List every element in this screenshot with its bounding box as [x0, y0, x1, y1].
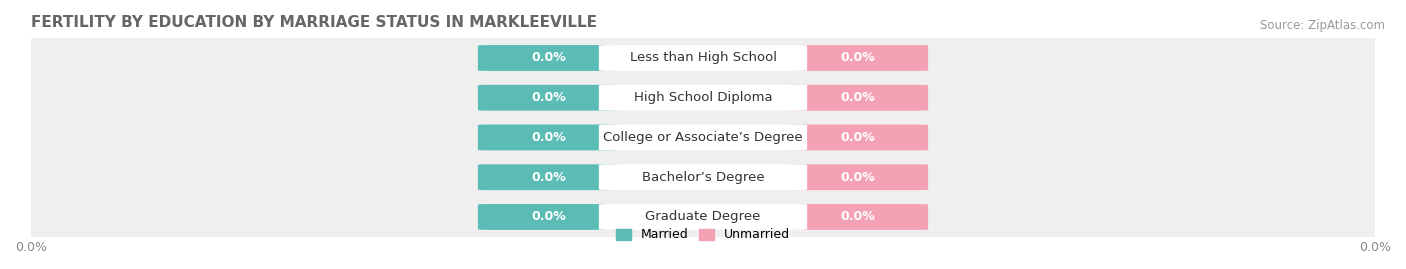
- Text: Graduate Degree: Graduate Degree: [645, 210, 761, 224]
- Text: Less than High School: Less than High School: [630, 51, 776, 65]
- FancyBboxPatch shape: [599, 204, 807, 230]
- Text: 0.0%: 0.0%: [841, 91, 875, 104]
- Text: FERTILITY BY EDUCATION BY MARRIAGE STATUS IN MARKLEEVILLE: FERTILITY BY EDUCATION BY MARRIAGE STATU…: [31, 15, 598, 30]
- FancyBboxPatch shape: [478, 164, 619, 190]
- Text: 0.0%: 0.0%: [531, 210, 565, 224]
- FancyBboxPatch shape: [478, 204, 619, 230]
- Bar: [31, 78, 1375, 118]
- FancyBboxPatch shape: [478, 85, 619, 111]
- Text: 0.0%: 0.0%: [531, 51, 565, 65]
- Text: 0.0%: 0.0%: [531, 131, 565, 144]
- Bar: [31, 157, 1375, 197]
- FancyBboxPatch shape: [478, 125, 619, 150]
- Text: 0.0%: 0.0%: [841, 131, 875, 144]
- Text: Source: ZipAtlas.com: Source: ZipAtlas.com: [1260, 19, 1385, 32]
- Text: 0.0%: 0.0%: [841, 171, 875, 184]
- Text: College or Associate’s Degree: College or Associate’s Degree: [603, 131, 803, 144]
- FancyBboxPatch shape: [787, 125, 928, 150]
- Bar: [31, 38, 1375, 78]
- Text: High School Diploma: High School Diploma: [634, 91, 772, 104]
- FancyBboxPatch shape: [787, 164, 928, 190]
- FancyBboxPatch shape: [787, 45, 928, 71]
- Legend: Married, Unmarried: Married, Unmarried: [612, 224, 794, 246]
- FancyBboxPatch shape: [599, 45, 807, 71]
- FancyBboxPatch shape: [787, 204, 928, 230]
- FancyBboxPatch shape: [478, 45, 619, 71]
- Bar: [31, 118, 1375, 157]
- FancyBboxPatch shape: [599, 85, 807, 111]
- FancyBboxPatch shape: [787, 85, 928, 111]
- Text: 0.0%: 0.0%: [531, 171, 565, 184]
- Bar: [31, 197, 1375, 237]
- Text: 0.0%: 0.0%: [841, 51, 875, 65]
- FancyBboxPatch shape: [599, 164, 807, 190]
- Text: Bachelor’s Degree: Bachelor’s Degree: [641, 171, 765, 184]
- Text: 0.0%: 0.0%: [531, 91, 565, 104]
- FancyBboxPatch shape: [599, 125, 807, 150]
- Text: 0.0%: 0.0%: [841, 210, 875, 224]
